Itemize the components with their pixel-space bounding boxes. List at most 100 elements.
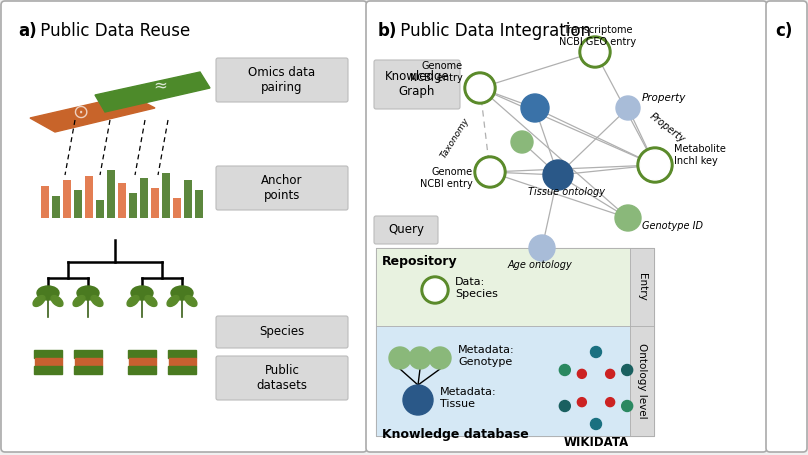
Circle shape: [511, 131, 533, 153]
Circle shape: [591, 419, 601, 430]
Text: b): b): [378, 22, 398, 40]
Circle shape: [637, 147, 673, 183]
Bar: [168, 350, 196, 358]
FancyBboxPatch shape: [374, 216, 438, 244]
Circle shape: [578, 398, 587, 407]
FancyBboxPatch shape: [376, 248, 654, 436]
Text: Anchor
points: Anchor points: [261, 174, 303, 202]
Circle shape: [464, 72, 496, 104]
Bar: [140, 178, 148, 218]
Circle shape: [616, 96, 640, 120]
Ellipse shape: [91, 296, 103, 307]
Text: Genome
NCBI entry: Genome NCBI entry: [410, 61, 463, 83]
Bar: [630, 248, 654, 326]
Circle shape: [591, 347, 601, 358]
FancyBboxPatch shape: [216, 316, 348, 348]
Bar: [184, 180, 192, 218]
Circle shape: [606, 398, 615, 407]
Circle shape: [543, 160, 573, 190]
Text: Property: Property: [642, 93, 686, 103]
Circle shape: [559, 364, 570, 375]
Circle shape: [621, 364, 633, 375]
Bar: [162, 173, 170, 218]
Ellipse shape: [127, 296, 139, 307]
Text: Metadata:
Tissue: Metadata: Tissue: [440, 387, 497, 409]
Ellipse shape: [77, 286, 99, 300]
Text: Metabolite
InchI key: Metabolite InchI key: [674, 144, 726, 166]
Circle shape: [429, 347, 451, 369]
Bar: [129, 358, 156, 366]
Bar: [107, 170, 115, 218]
Bar: [52, 196, 60, 218]
Ellipse shape: [33, 296, 45, 307]
Bar: [96, 200, 104, 218]
Text: Public Data Integration: Public Data Integration: [395, 22, 591, 40]
Bar: [128, 366, 156, 374]
Text: Public Data Reuse: Public Data Reuse: [35, 22, 190, 40]
FancyBboxPatch shape: [366, 1, 767, 452]
Ellipse shape: [185, 296, 197, 307]
Text: Repository: Repository: [382, 255, 457, 268]
Text: Species: Species: [259, 325, 305, 339]
Text: Age ontology: Age ontology: [507, 260, 572, 270]
Text: Entry: Entry: [637, 273, 647, 301]
Bar: [74, 366, 102, 374]
Bar: [34, 350, 62, 358]
Bar: [118, 183, 126, 218]
Bar: [35, 358, 62, 366]
Ellipse shape: [145, 296, 157, 307]
Text: ≈: ≈: [153, 76, 167, 94]
Circle shape: [467, 75, 493, 101]
Text: Query: Query: [388, 223, 424, 237]
Circle shape: [521, 94, 549, 122]
Circle shape: [389, 347, 411, 369]
FancyBboxPatch shape: [216, 58, 348, 102]
FancyBboxPatch shape: [766, 1, 807, 452]
Circle shape: [424, 279, 446, 301]
Text: Omics data
pairing: Omics data pairing: [248, 66, 316, 94]
Text: Taxonomy: Taxonomy: [439, 116, 471, 160]
FancyBboxPatch shape: [216, 166, 348, 210]
Ellipse shape: [167, 296, 179, 307]
Circle shape: [529, 235, 555, 261]
Bar: [74, 350, 102, 358]
Text: Genome
NCBI entry: Genome NCBI entry: [420, 167, 473, 189]
Ellipse shape: [73, 296, 85, 307]
Bar: [151, 188, 159, 218]
Circle shape: [477, 159, 503, 185]
Circle shape: [582, 39, 608, 65]
Bar: [128, 350, 156, 358]
Bar: [169, 358, 196, 366]
Text: Metadata:
Genotype: Metadata: Genotype: [458, 345, 515, 367]
Text: Property: Property: [648, 111, 687, 145]
Bar: [195, 190, 203, 218]
Text: Data:
Species: Data: Species: [455, 277, 498, 299]
Bar: [74, 190, 82, 218]
Bar: [75, 358, 102, 366]
Bar: [376, 326, 630, 436]
Bar: [85, 176, 93, 218]
FancyBboxPatch shape: [1, 1, 367, 452]
Circle shape: [578, 369, 587, 379]
Circle shape: [606, 369, 615, 379]
Bar: [376, 248, 630, 326]
Ellipse shape: [171, 286, 193, 300]
Ellipse shape: [37, 286, 59, 300]
Text: Public
datasets: Public datasets: [256, 364, 308, 392]
Text: Ontology level: Ontology level: [637, 343, 647, 419]
Text: Transcriptome
NCBI GEO entry: Transcriptome NCBI GEO entry: [559, 25, 637, 47]
Bar: [63, 180, 71, 218]
Circle shape: [403, 385, 433, 415]
Bar: [129, 193, 137, 218]
Circle shape: [615, 205, 641, 231]
Circle shape: [474, 156, 506, 188]
Circle shape: [421, 276, 449, 304]
Text: Knowledge database: Knowledge database: [382, 428, 528, 441]
Circle shape: [640, 150, 670, 180]
Ellipse shape: [131, 286, 153, 300]
Text: a): a): [18, 22, 36, 40]
Circle shape: [621, 400, 633, 411]
FancyBboxPatch shape: [374, 60, 460, 109]
Bar: [168, 366, 196, 374]
Text: Tissue ontology: Tissue ontology: [528, 187, 604, 197]
